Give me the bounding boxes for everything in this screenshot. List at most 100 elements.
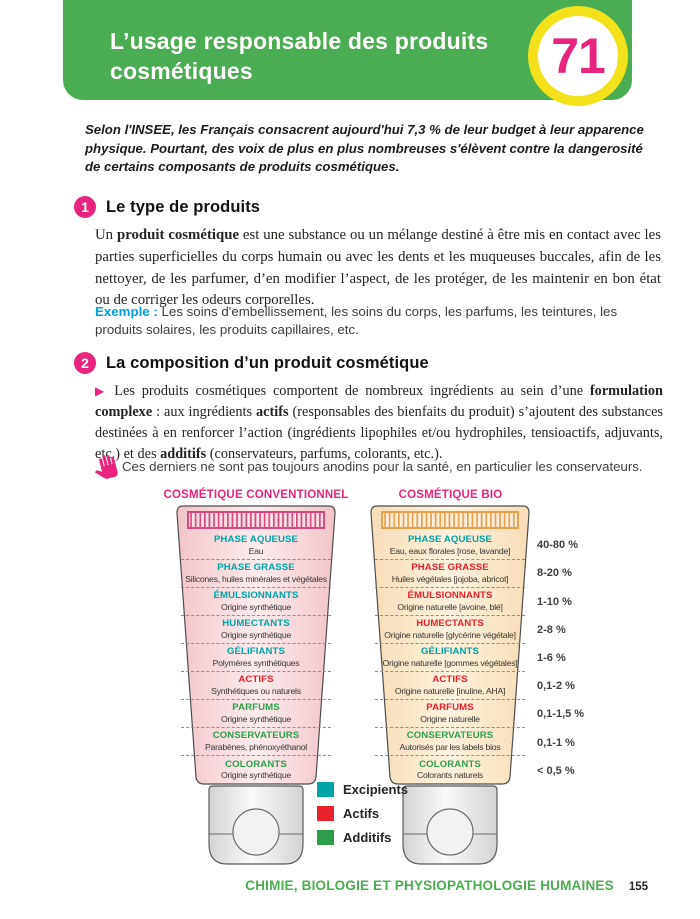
tube-row-sublabel: Origine synthétique	[220, 601, 292, 612]
legend-item-additifs: Additifs	[317, 830, 408, 845]
percentage-value: 1-10 %	[537, 595, 572, 608]
tube-row-sublabel: Synthétiques ou naturels	[211, 685, 301, 696]
tube-row: ÉMULSIONNANTS Origine naturelle [avoine,…	[375, 588, 525, 616]
tube-title-conventionnel: COSMÉTIQUE CONVENTIONNEL	[163, 489, 349, 501]
page-title: L’usage responsable des produits cosméti…	[110, 28, 489, 85]
tube-row-sublabel: Origine naturelle [gommes végétales]	[382, 657, 518, 668]
section-2-number: 2	[74, 352, 96, 374]
tube-row-sublabel: Colorants naturels	[416, 770, 483, 781]
tube-row-label: PARFUMS	[232, 702, 280, 714]
percentage-value: 0,1-1,5 %	[537, 708, 585, 721]
tube-row: PHASE GRASSE Huiles végétales [jojoba, a…	[375, 560, 525, 588]
tube-row: HUMECTANTS Origine naturelle [glycérine …	[375, 616, 525, 644]
tube-row: PHASE AQUEUSE Eau, eaux florales [rose, …	[375, 532, 525, 560]
tube-row-label: ACTIFS	[432, 674, 468, 686]
tube-row: PHASE GRASSE Silicones, huiles minérales…	[181, 560, 331, 588]
tube-row-label: ÉMULSIONNANTS	[407, 590, 493, 602]
tube-row: ACTIFS Synthétiques ou naturels	[181, 672, 331, 700]
section-1-title: Le type de produits	[106, 198, 261, 216]
tube-row-label: GÉLIFIANTS	[226, 646, 286, 658]
triangle-bullet-icon: ▶	[95, 384, 108, 398]
tube-row-label: PHASE AQUEUSE	[407, 534, 493, 546]
additifs-swatch	[317, 830, 334, 845]
page-footer: CHIMIE, BIOLOGIE ET PHYSIOPATHOLOGIE HUM…	[245, 878, 648, 893]
tube-row-sublabel: Autorisés par les labels bios	[399, 741, 501, 752]
tube-conventionnel-rows: PHASE AQUEUSE Eau PHASE GRASSE Silicones…	[181, 532, 331, 784]
section-1-paragraph: Un produit cosmétique est une substance …	[95, 227, 661, 309]
legend: Excipients Actifs Additifs	[317, 782, 408, 845]
tube-row: ACTIFS Origine naturelle [inuline, AHA]	[375, 672, 525, 700]
tube-row-label: PARFUMS	[426, 702, 474, 714]
tube-bio: PHASE AQUEUSE Eau, eaux florales [rose, …	[369, 505, 532, 870]
tube-row: PARFUMS Origine naturelle	[375, 700, 525, 728]
page-number: 155	[628, 881, 648, 893]
tube-row-label: ÉMULSIONNANTS	[213, 590, 299, 602]
percentage-column: 40-80 % 8-20 % 1-10 % 2-8 % 1-6 % 0,1-2 …	[537, 531, 599, 785]
tube-row-label: CONSERVATEURS	[212, 730, 300, 742]
percentage-value: 0,1-2 %	[537, 680, 575, 693]
tube-row-sublabel: Origine synthétique	[220, 770, 292, 781]
tube-row: CONSERVATEURS Parabènes, phénoxyéthanol	[181, 728, 331, 756]
tube-row-sublabel: Eau, eaux florales [rose, lavande]	[389, 545, 511, 556]
legend-label: Actifs	[343, 806, 380, 821]
legend-item-actifs: Actifs	[317, 806, 408, 821]
percentage-value: 1-6 %	[537, 651, 566, 664]
tube-row-sublabel: Origine naturelle [inuline, AHA]	[394, 685, 506, 696]
tube-row: CONSERVATEURS Autorisés par les labels b…	[375, 728, 525, 756]
chapter-number-badge: 71	[528, 6, 628, 106]
tube-row-label: CONSERVATEURS	[406, 730, 494, 742]
tube-row-label: HUMECTANTS	[222, 618, 290, 630]
warning-note: Ces derniers ne sont pas toujours anodin…	[122, 459, 643, 474]
hand-warning-icon	[95, 454, 118, 479]
legend-item-excipients: Excipients	[317, 782, 408, 797]
tube-row-label: ACTIFS	[238, 674, 274, 686]
percentage-value: < 0,5 %	[537, 764, 575, 777]
tube-row-sublabel: Polymères synthétiques	[212, 657, 300, 668]
tube-row-label: PHASE GRASSE	[217, 562, 295, 574]
tube-conventionnel-shape	[176, 505, 336, 865]
section-2-paragraph-text: Les produits cosmétiques comportent de n…	[95, 383, 663, 463]
tube-row: GÉLIFIANTS Origine naturelle [gommes vég…	[375, 644, 525, 672]
percentage-value: 40-80 %	[537, 539, 578, 552]
tube-row-label: PHASE AQUEUSE	[213, 534, 299, 546]
tube-row-sublabel: Origine naturelle	[420, 713, 480, 724]
tube-row-label: HUMECTANTS	[416, 618, 484, 630]
legend-label: Excipients	[343, 782, 409, 797]
tube-row-sublabel: Huiles végétales [jojoba, abricot]	[391, 573, 509, 584]
tube-conventionnel: PHASE AQUEUSE Eau PHASE GRASSE Silicones…	[175, 505, 338, 870]
tube-row-sublabel: Origine synthétique	[220, 713, 292, 724]
tube-row-label: COLORANTS	[419, 758, 481, 770]
tube-row-sublabel: Silicones, huiles minérales et végétales	[185, 573, 327, 584]
excipients-swatch	[317, 782, 334, 797]
tube-bio-rows: PHASE AQUEUSE Eau, eaux florales [rose, …	[375, 532, 525, 784]
tube-row-sublabel: Eau	[248, 545, 264, 556]
tube-row: PARFUMS Origine synthétique	[181, 700, 331, 728]
section-2-paragraph: ▶ Les produits cosmétiques comportent de…	[95, 381, 663, 465]
percentage-value: 0,1-1 %	[537, 736, 575, 749]
tube-row-sublabel: Origine naturelle [glycérine végétale]	[384, 629, 516, 640]
tube-row: ÉMULSIONNANTS Origine synthétique	[181, 588, 331, 616]
tube-row-label: COLORANTS	[225, 758, 287, 770]
tube-row: PHASE AQUEUSE Eau	[181, 532, 331, 560]
example-block: Exemple : Les soins d'embellissement, le…	[95, 303, 661, 339]
tube-row-label: GÉLIFIANTS	[420, 646, 480, 658]
tube-row: COLORANTS Colorants naturels	[375, 756, 525, 784]
legend-label: Additifs	[343, 830, 392, 845]
percentage-value: 8-20 %	[537, 567, 572, 580]
tube-row: HUMECTANTS Origine synthétique	[181, 616, 331, 644]
actifs-swatch	[317, 806, 334, 821]
tube-title-bio: COSMÉTIQUE BIO	[398, 489, 503, 501]
footer-subject: CHIMIE, BIOLOGIE ET PHYSIOPATHOLOGIE HUM…	[245, 878, 614, 893]
intro-paragraph: Selon l'INSEE, les Français consacrent a…	[85, 122, 644, 175]
example-text: Les soins d'embellissement, les soins du…	[95, 304, 618, 337]
tube-row-sublabel: Parabènes, phénoxyéthanol	[205, 741, 307, 752]
tube-row: COLORANTS Origine synthétique	[181, 756, 331, 784]
section-2-title: La composition d’un produit cosmétique	[106, 354, 429, 372]
example-label: Exemple :	[95, 304, 158, 319]
chapter-number: 71	[551, 28, 606, 84]
section-1-number: 1	[74, 196, 96, 218]
tube-row-sublabel: Origine naturelle [avoine, blé]	[397, 601, 503, 612]
tube-row-sublabel: Origine synthétique	[220, 629, 292, 640]
percentage-value: 2-8 %	[537, 623, 566, 636]
tube-bio-shape	[370, 505, 530, 865]
